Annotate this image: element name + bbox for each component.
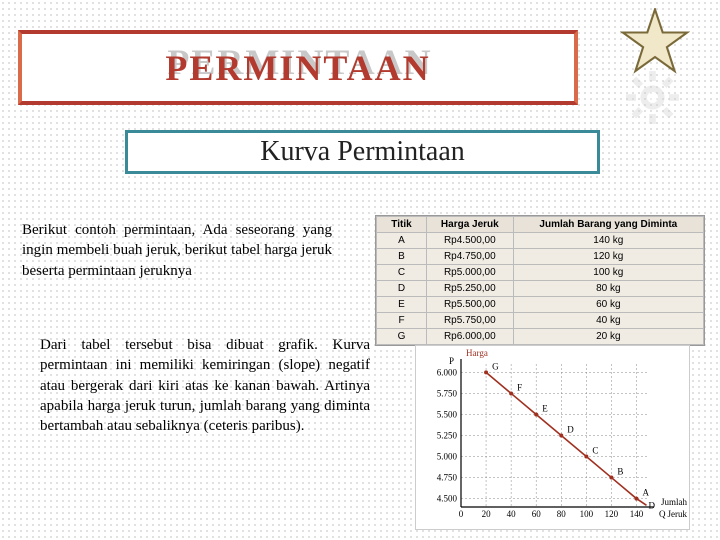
svg-text:C: C: [592, 446, 598, 456]
table-header: Titik: [377, 217, 427, 233]
subtitle-box: Kurva Permintaan: [125, 130, 600, 174]
star-icon: [620, 8, 690, 78]
svg-text:A: A: [642, 488, 649, 498]
table-header: Jumlah Barang yang Diminta: [513, 217, 703, 233]
svg-text:Jumlah: Jumlah: [661, 497, 687, 507]
svg-text:Harga: Harga: [466, 348, 488, 358]
svg-text:5.000: 5.000: [437, 452, 458, 462]
svg-text:140: 140: [630, 509, 644, 519]
svg-text:D: D: [648, 500, 655, 510]
svg-text:4.750: 4.750: [437, 473, 458, 483]
svg-text:0: 0: [459, 509, 464, 519]
svg-text:6.000: 6.000: [437, 367, 458, 377]
svg-text:B: B: [617, 467, 623, 477]
subtitle-text: Kurva Permintaan: [260, 136, 465, 168]
table-header: Harga Jeruk: [427, 217, 514, 233]
table-row: BRp4.750,00120 kg: [377, 249, 704, 265]
svg-text:100: 100: [580, 509, 594, 519]
svg-text:Jeruk: Jeruk: [668, 509, 688, 519]
demand-table: TitikHarga JerukJumlah Barang yang Dimin…: [375, 215, 705, 346]
title-box: PERMINTAAN PERMINTAAN: [18, 30, 578, 105]
svg-text:E: E: [542, 403, 548, 413]
paragraph-2: Dari tabel tersebut bisa dibuat grafik. …: [40, 335, 370, 436]
svg-text:4.500: 4.500: [437, 494, 458, 504]
svg-text:60: 60: [532, 509, 542, 519]
svg-text:G: G: [492, 361, 499, 371]
paragraph-1: Berikut contoh permintaan, Ada seseorang…: [22, 220, 332, 281]
table-row: GRp6.000,0020 kg: [377, 329, 704, 345]
svg-text:5.500: 5.500: [437, 409, 458, 419]
title-text: PERMINTAAN: [165, 47, 430, 89]
table-row: FRp5.750,0040 kg: [377, 313, 704, 329]
table-row: ARp4.500,00140 kg: [377, 233, 704, 249]
svg-text:20: 20: [482, 509, 492, 519]
svg-text:80: 80: [557, 509, 567, 519]
gear-icon: [625, 70, 680, 125]
svg-text:F: F: [517, 382, 522, 392]
table-row: ERp5.500,0060 kg: [377, 297, 704, 313]
demand-chart: 0 20 40 60 80 100 120 140 4.500 4.750 5.000 5.250 5.…: [415, 345, 690, 530]
svg-text:120: 120: [605, 509, 619, 519]
svg-text:5.750: 5.750: [437, 388, 458, 398]
table-row: CRp5.000,00100 kg: [377, 265, 704, 281]
svg-text:Q: Q: [659, 509, 666, 519]
table-row: DRp5.250,0080 kg: [377, 281, 704, 297]
svg-text:40: 40: [507, 509, 516, 519]
svg-text:5.250: 5.250: [437, 431, 458, 441]
svg-text:P: P: [449, 356, 454, 366]
svg-text:D: D: [567, 425, 574, 435]
